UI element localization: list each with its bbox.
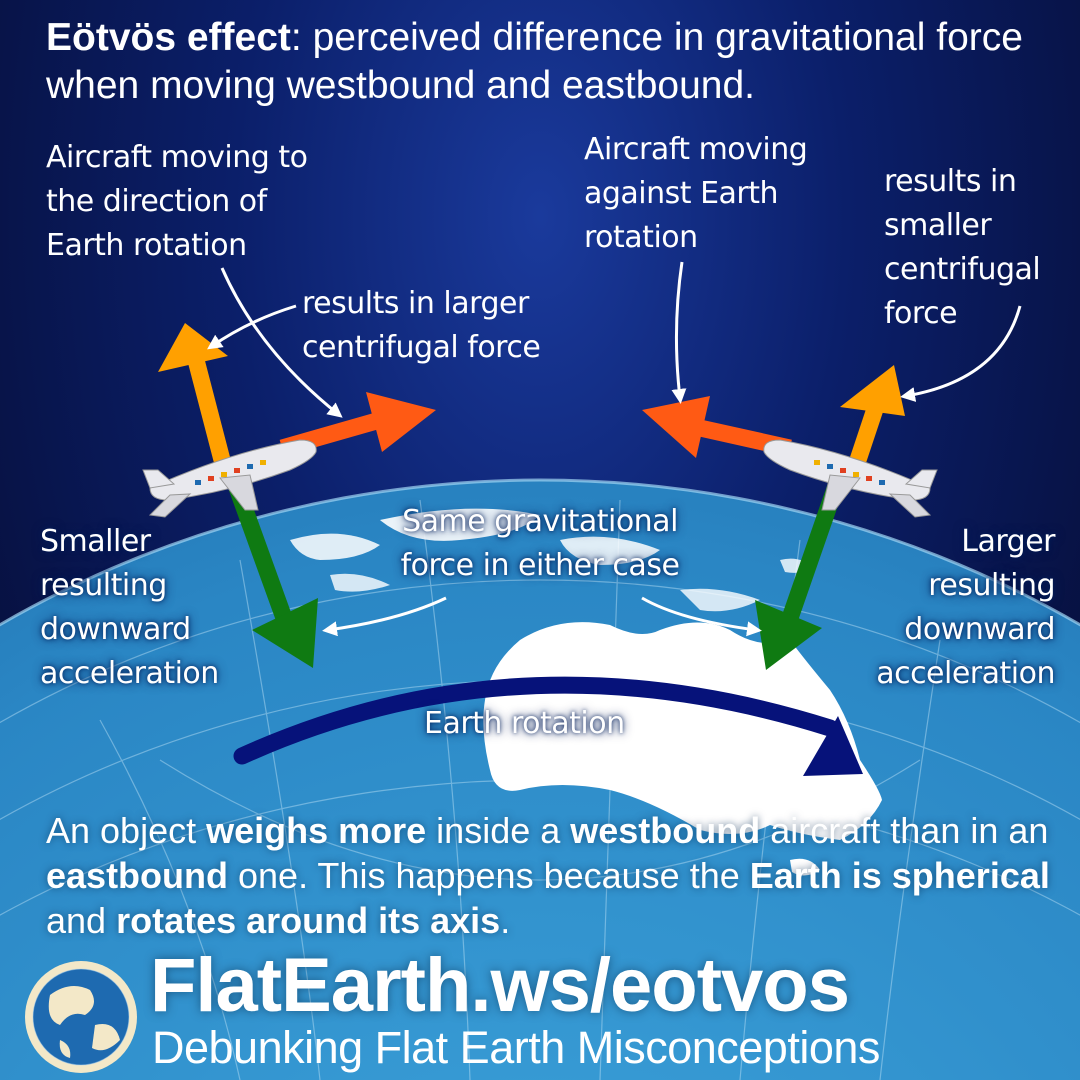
summary-part: inside a [426,810,571,851]
summary-part: An object [46,810,207,851]
same-gravity-label: Same gravitational force in either case [400,504,680,583]
right-aircraft-label: Aircraft moving against Earth rotation [584,132,808,255]
tagline: Debunking Flat Earth Misconceptions [152,1022,880,1073]
left-forces [142,323,436,668]
summary-part: and [46,900,117,941]
definition: : perceived difference in gravitational … [46,16,1023,107]
right-forces [642,365,938,670]
left-vertical-arrowhead [158,323,228,372]
islands [290,508,815,612]
left-downward-label: Smaller resulting downward acceleration [40,524,219,691]
left-aircraft-label: Aircraft moving to the direction of Eart… [46,140,308,263]
summary-part: . [500,900,511,941]
term: Eötvös effect [46,16,291,59]
earth-rotation-label: Earth rotation [424,706,625,741]
right-gravity-arrowhead [755,600,822,670]
left-velocity-arrowhead [366,392,436,452]
aircraft-icon [763,439,938,518]
right-result-label: results in smaller centrifugal force [884,164,1041,331]
annotation-pointers [207,261,1022,637]
site-url: FlatEarth.ws/eotvos [150,943,850,1028]
globe-logo-icon [25,961,137,1073]
australia-continent [483,622,882,840]
summary-emphasis: rotates around its axis [116,900,501,941]
summary-part: one. This happens because the [228,855,750,896]
right-vertical-arrowhead [840,365,905,416]
aircraft-icon [142,439,317,518]
summary-emphasis: eastbound [46,855,229,896]
left-gravity-arrowhead [252,598,318,668]
page-title: Eötvös effect: perceived difference in g… [46,14,1056,110]
summary-emphasis: westbound [570,810,761,851]
earth-rotation-arrow [233,676,863,776]
right-downward-label: Larger resulting downward acceleration [876,524,1055,691]
summary-emphasis: weighs more [206,810,427,851]
summary-text: An object weighs more inside a westbound… [46,808,1056,943]
left-result-label: results in larger centrifugal force [302,286,541,365]
summary-part: aircraft than in an [760,810,1049,851]
summary-emphasis: Earth is spherical [749,855,1050,896]
right-velocity-arrowhead [642,396,710,458]
tasmania [790,858,820,876]
